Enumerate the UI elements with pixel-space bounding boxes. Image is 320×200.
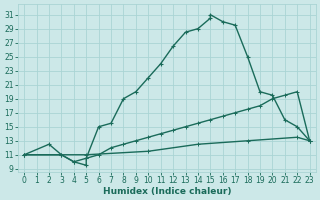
X-axis label: Humidex (Indice chaleur): Humidex (Indice chaleur) [103,187,231,196]
